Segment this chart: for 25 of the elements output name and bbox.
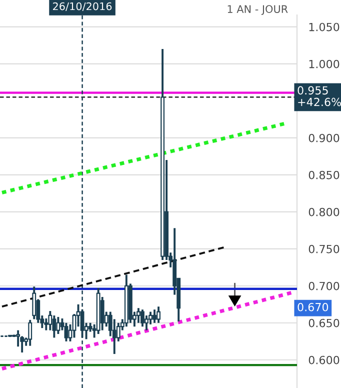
y-tick-label: 0.850 (308, 170, 340, 180)
candlestick (140, 308, 144, 328)
y-tick-label: 1.050 (309, 22, 340, 32)
candlestick (52, 314, 56, 339)
candlestick (32, 286, 36, 320)
ref-line-label: 0.955 +42.6% (298, 86, 341, 106)
candlestick (64, 322, 68, 342)
y-tick-label: 0.750 (308, 244, 340, 254)
annotation: 0.670 (298, 302, 328, 312)
text: 1 AN - JOUR (228, 5, 288, 15)
candlestick (156, 306, 160, 324)
candlestick (100, 296, 104, 332)
candlestick (152, 308, 156, 324)
y-tick-label: 0.800 (308, 208, 340, 216)
candlestick (44, 317, 48, 332)
x-tick-label: 26/10/2016 (53, 2, 112, 12)
candlestick (28, 318, 32, 347)
y-tick-label: 0.700 (308, 282, 340, 290)
y-tick-label: 0.650 (308, 318, 340, 328)
y-tick-label: 0.600 (308, 356, 340, 364)
candlestick (136, 307, 140, 324)
candlestick (56, 316, 60, 335)
y-tick-label: 0.900 (308, 134, 340, 142)
candlestick (144, 314, 148, 332)
y-tick-label: 1.000 (309, 60, 340, 68)
